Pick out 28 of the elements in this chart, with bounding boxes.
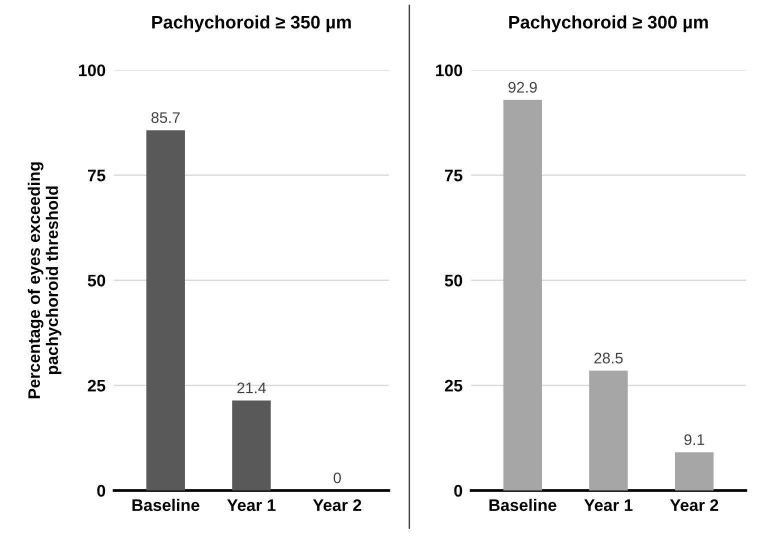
- y-tick-label: 0: [454, 484, 462, 497]
- y-tick-label: 100: [79, 64, 106, 76]
- x-tick-label: Year 1: [227, 499, 276, 512]
- y-tick-label: 50: [444, 274, 462, 286]
- bar: [674, 452, 714, 490]
- data-label: 85.7: [151, 112, 180, 124]
- y-tick-label: 75: [445, 170, 462, 182]
- bar: [589, 370, 628, 490]
- y-tick-label: 50: [88, 274, 106, 286]
- chart-title: Pachychoroid ≥ 300 µm: [509, 15, 708, 32]
- data-label: 21.4: [237, 382, 266, 394]
- y-tick-label: 25: [444, 380, 462, 392]
- chart-title: Pachychoroid ≥ 350 µm: [152, 15, 351, 32]
- bar: [503, 100, 542, 490]
- data-label: 92.9: [508, 82, 537, 93]
- y-tick-label: 25: [88, 380, 106, 392]
- x-tick-label: Year 2: [313, 499, 362, 512]
- y-tick-label: 100: [436, 64, 462, 76]
- data-label: 28.5: [594, 352, 623, 364]
- y-tick-label: 75: [88, 170, 106, 182]
- data-label: 9.1: [684, 434, 704, 446]
- x-tick-label: Baseline: [489, 498, 556, 512]
- x-tick-label: Year 1: [584, 499, 633, 512]
- x-tick-label: Year 2: [670, 499, 718, 512]
- data-label: 0: [334, 472, 341, 484]
- y-axis-title: Percentage of eyes exceeding pachychoroid threshold: [28, 162, 62, 398]
- y-tick-label: 0: [97, 484, 106, 497]
- x-tick-label: Baseline: [132, 498, 200, 512]
